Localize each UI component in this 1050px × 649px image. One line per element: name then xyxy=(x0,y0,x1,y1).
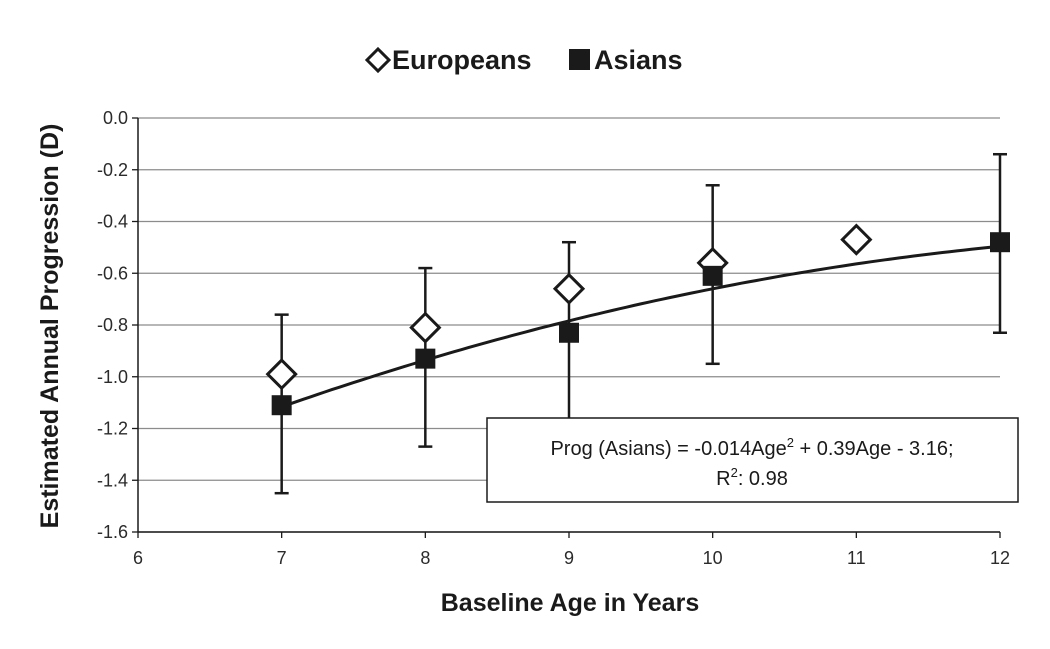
data-point-asians xyxy=(559,322,579,343)
data-point-asians xyxy=(415,348,436,369)
y-tick-label: -1.2 xyxy=(97,419,128,439)
data-markers xyxy=(265,223,1010,416)
legend-item-europeans: Europeans xyxy=(364,45,532,75)
equation-box: Prog (Asians) = -0.014Age2 + 0.39Age - 3… xyxy=(486,417,1019,503)
trendline-layer xyxy=(281,244,1001,409)
y-tick-label: -1.4 xyxy=(97,470,128,490)
y-tick-label: -0.2 xyxy=(97,160,128,180)
legend: Europeans Asians xyxy=(364,45,683,75)
y-tick-label: -1.6 xyxy=(97,522,128,542)
axes xyxy=(132,117,1001,538)
y-axis-title: Estimated Annual Progression (D) xyxy=(36,124,64,529)
data-point-europeans xyxy=(552,272,586,305)
y-tick-label: 0.0 xyxy=(103,108,128,128)
x-tick-label: 11 xyxy=(847,548,866,568)
x-tick-labels: 6 7 8 9 10 11 12 xyxy=(133,548,1010,568)
y-tick-labels: 0.0 -0.2 -0.4 -0.6 -0.8 -1.0 -1.2 -1.4 -1.6 xyxy=(97,108,128,542)
equation-line-1: Prog (Asians) = -0.014Age2 + 0.39Age - 3… xyxy=(550,435,953,460)
x-tick-label: 6 xyxy=(133,548,143,568)
x-tick-label: 12 xyxy=(990,548,1010,568)
x-tick-label: 10 xyxy=(703,548,723,568)
data-point-asians xyxy=(702,265,723,286)
x-tick-label: 7 xyxy=(277,548,287,568)
legend-label-europeans: Europeans xyxy=(392,45,532,75)
data-point-europeans xyxy=(265,358,298,391)
legend-item-asians: Asians xyxy=(569,45,683,75)
data-point-asians xyxy=(271,395,292,416)
data-point-europeans xyxy=(409,311,442,344)
trendline-asians xyxy=(281,244,1001,409)
y-tick-label: -1.0 xyxy=(97,367,128,387)
equation-box-frame xyxy=(486,417,1019,503)
y-tick-label: -0.8 xyxy=(97,315,128,335)
x-tick-label: 9 xyxy=(564,548,574,568)
x-tick-label: 8 xyxy=(420,548,430,568)
legend-label-asians: Asians xyxy=(594,45,683,75)
data-point-asians xyxy=(990,232,1010,253)
y-tick-label: -0.4 xyxy=(97,212,128,232)
data-point-europeans xyxy=(840,223,873,256)
y-tick-label: -0.6 xyxy=(97,263,128,283)
equation-line-2: R2: 0.98 xyxy=(716,465,788,490)
x-axis-title: Baseline Age in Years xyxy=(441,589,699,617)
legend-diamond-icon xyxy=(364,46,392,74)
legend-square-icon xyxy=(569,49,590,70)
